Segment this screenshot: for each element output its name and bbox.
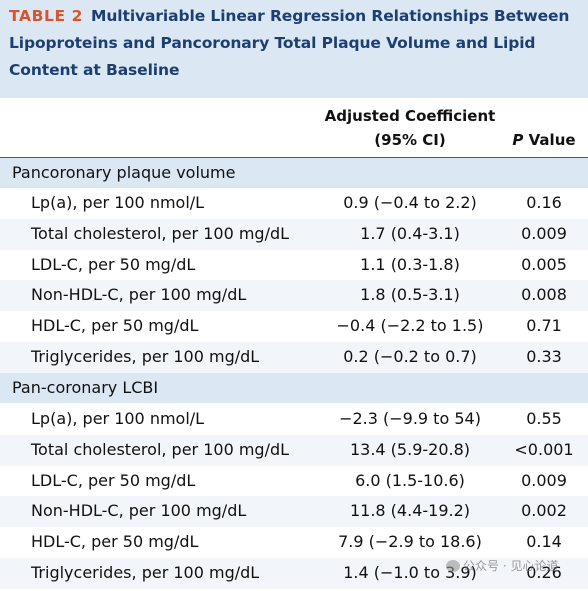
p-header-rest: Value xyxy=(523,131,576,149)
row-p-value: 0.009 xyxy=(521,470,567,490)
column-header-coefficient: Adjusted Coefficient (95% CI) xyxy=(305,104,515,152)
row-coefficient: 13.4 (5.9-20.8) xyxy=(349,439,471,459)
row-label: Triglycerides, per 100 mg/dL xyxy=(31,563,260,582)
row-p-value: 0.008 xyxy=(521,285,567,305)
row-coefficient: 6.0 (1.5-10.6) xyxy=(355,470,465,490)
row-label: Total cholesterol, per 100 mg/dL xyxy=(31,223,290,243)
row-coefficient: 1.4 (−1.0 to 3.9) xyxy=(343,563,477,582)
row-coefficient: 11.8 (4.4-19.2) xyxy=(349,501,471,521)
row-p-value: 0.55 xyxy=(526,409,562,428)
table-row: Non-HDL-C, per 100 mg/dL 1.8 (0.5-3.1) 0.0… xyxy=(0,280,588,312)
table-row: Triglycerides, per 100 mg/dL 1.4 (−1.0 to… xyxy=(0,558,588,589)
row-p-value: 0.33 xyxy=(526,347,562,366)
title-line-2: Lipoproteins and Pancoronary Total Plaqu… xyxy=(9,34,536,52)
row-label: Lp(a), per 100 nmol/L xyxy=(31,193,205,212)
wechat-icon xyxy=(446,560,460,572)
row-p-value: 0.009 xyxy=(521,223,567,243)
table-row: Total cholesterol, per 100 mg/dL 13.4 (5.… xyxy=(0,434,588,466)
row-p-value: <0.001 xyxy=(514,439,574,459)
table-title: TABLE 2 Multivariable Linear Regression R… xyxy=(9,3,580,84)
header-rule xyxy=(0,157,588,158)
row-label: LDL-C, per 50 mg/dL xyxy=(31,470,196,490)
row-label: Lp(a), per 100 nmol/L xyxy=(31,409,205,428)
section-pancoronary-plaque-volume: Pancoronary plaque volume xyxy=(0,158,588,188)
row-label: HDL-C, per 50 mg/dL xyxy=(31,532,199,552)
watermark: 公众号 · 见心论道 xyxy=(446,557,558,574)
row-coefficient: 1.1 (0.3-1.8) xyxy=(360,254,460,274)
p-header-italic: P xyxy=(512,131,524,149)
row-label: LDL-C, per 50 mg/dL xyxy=(31,254,196,274)
table-header: TABLE 2 Multivariable Linear Regression R… xyxy=(0,0,588,98)
row-label: Non-HDL-C, per 100 mg/dL xyxy=(31,285,247,305)
table-row: Triglycerides, per 100 mg/dL 0.2 (−0.2 to… xyxy=(0,342,588,373)
row-label: Triglycerides, per 100 mg/dL xyxy=(31,347,260,366)
row-coefficient: −2.3 (−9.9 to 54) xyxy=(339,409,481,428)
row-coefficient: 0.2 (−0.2 to 0.7) xyxy=(343,347,477,366)
table-row: Total cholesterol, per 100 mg/dL 1.7 (0.4… xyxy=(0,218,588,250)
row-coefficient: 1.7 (0.4-3.1) xyxy=(360,223,460,243)
row-p-value: 0.71 xyxy=(526,316,562,336)
watermark-text: 公众号 · 见心论道 xyxy=(463,559,559,573)
column-header-p-value: P Value xyxy=(500,128,588,152)
row-p-value: 0.26 xyxy=(526,563,562,582)
table-row: HDL-C, per 50 mg/dL −0.4 (−2.2 to 1.5) 0.7… xyxy=(0,311,588,342)
row-p-value: 0.005 xyxy=(521,254,567,274)
table-row: Lp(a), per 100 nmol/L 0.9 (−0.4 to 2.2) 0.… xyxy=(0,188,588,219)
row-coefficient: 7.9 (−2.9 to 18.6) xyxy=(338,532,482,552)
row-label: HDL-C, per 50 mg/dL xyxy=(31,316,199,336)
table-row: Non-HDL-C, per 100 mg/dL 11.8 (4.4-19.2) 0… xyxy=(0,496,588,528)
row-p-value: 0.14 xyxy=(526,532,562,552)
table-row: HDL-C, per 50 mg/dL 7.9 (−2.9 to 18.6) 0.1… xyxy=(0,527,588,558)
table-row: Lp(a), per 100 nmol/L −2.3 (−9.9 to 54) 0.… xyxy=(0,404,588,435)
row-label: Non-HDL-C, per 100 mg/dL xyxy=(31,501,247,521)
coef-header-line-2: (95% CI) xyxy=(374,131,446,149)
table-row: LDL-C, per 50 mg/dL 1.1 (0.3-1.8) 0.005 xyxy=(0,250,588,281)
row-coefficient: 1.8 (0.5-3.1) xyxy=(360,285,460,305)
title-line-3: Content at Baseline xyxy=(9,61,180,79)
row-p-value: 0.16 xyxy=(526,193,562,212)
row-coefficient: 0.9 (−0.4 to 2.2) xyxy=(343,193,477,212)
table-label: TABLE 2 xyxy=(9,7,84,25)
table-row: LDL-C, per 50 mg/dL 6.0 (1.5-10.6) 0.009 xyxy=(0,466,588,497)
row-coefficient: −0.4 (−2.2 to 1.5) xyxy=(336,316,484,336)
row-label: Total cholesterol, per 100 mg/dL xyxy=(31,439,290,459)
coef-header-line-1: Adjusted Coefficient xyxy=(324,107,496,125)
title-line-1: Multivariable Linear Regression Relation… xyxy=(91,7,570,25)
row-p-value: 0.002 xyxy=(521,501,567,521)
section-pan-coronary-lcbi: Pan-coronary LCBI xyxy=(0,373,588,403)
